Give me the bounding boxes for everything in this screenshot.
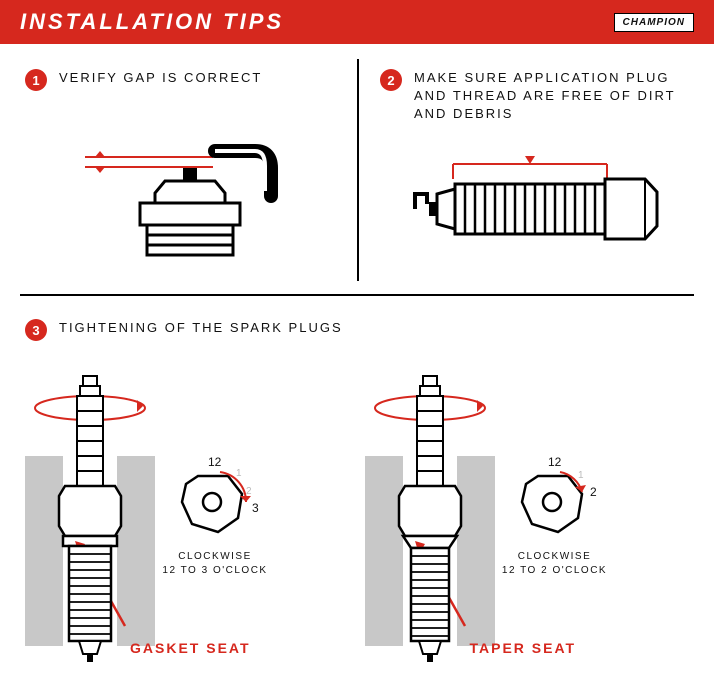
thread-illustration (380, 144, 690, 274)
divider-horizontal (20, 294, 694, 296)
divider-vertical (357, 59, 359, 281)
gasket-column: 12 1 2 3 CLOCKWISE 12 TO 3 O'CLOCK GAS (25, 366, 350, 666)
step-3: 3 TIGHTENING OF THE SPARK PLUGS (25, 319, 689, 666)
brand-badge: CHAMPION (614, 13, 694, 32)
gap-svg (65, 111, 295, 261)
taper-seat-label: TAPER SEAT (470, 640, 577, 656)
clock-3-label: 3 (252, 501, 259, 515)
clock-2-label: 2 (246, 486, 252, 497)
clock-direction: CLOCKWISE 12 TO 2 O'CLOCK (502, 550, 607, 578)
taper-column: 12 1 2 CLOCKWISE 12 TO 2 O'CLOCK TAPER S… (365, 366, 690, 666)
clock-2-label: 2 (590, 485, 597, 499)
header-title: INSTALLATION TIPS (20, 9, 284, 35)
taper-clock: 12 1 2 CLOCKWISE 12 TO 2 O'CLOCK (500, 454, 610, 578)
taper-plug-svg (365, 366, 495, 666)
step-title: VERIFY GAP IS CORRECT (59, 69, 262, 87)
taper-clock-svg: 12 1 2 (500, 454, 610, 544)
gasket-clock-svg: 12 1 2 3 (160, 454, 270, 544)
step-title: MAKE SURE APPLICATION PLUG AND THREAD AR… (414, 69, 690, 124)
clock-12-label: 12 (548, 455, 562, 469)
step-head: 3 TIGHTENING OF THE SPARK PLUGS (25, 319, 689, 341)
clock-direction: CLOCKWISE 12 TO 3 O'CLOCK (162, 550, 267, 578)
gasket-plug-svg (25, 366, 155, 666)
gap-illustration (25, 111, 335, 261)
header-bar: INSTALLATION TIPS CHAMPION (0, 0, 714, 44)
dir-line2: 12 TO 2 O'CLOCK (502, 565, 607, 576)
clock-12-label: 12 (208, 455, 222, 469)
step-head: 1 VERIFY GAP IS CORRECT (25, 69, 335, 91)
step-number-badge: 2 (380, 69, 402, 91)
thread-svg (395, 144, 675, 274)
step-head: 2 MAKE SURE APPLICATION PLUG AND THREAD … (380, 69, 690, 124)
step-2: 2 MAKE SURE APPLICATION PLUG AND THREAD … (380, 69, 690, 274)
gasket-clock: 12 1 2 3 CLOCKWISE 12 TO 3 O'CLOCK (160, 454, 270, 578)
tightening-row: 12 1 2 3 CLOCKWISE 12 TO 3 O'CLOCK GAS (25, 366, 689, 666)
dir-line1: CLOCKWISE (518, 551, 592, 562)
step-number-badge: 3 (25, 319, 47, 341)
step-title: TIGHTENING OF THE SPARK PLUGS (59, 319, 343, 337)
clock-1-label: 1 (236, 468, 242, 479)
content: 1 VERIFY GAP IS CORRECT (0, 44, 714, 700)
step-1: 1 VERIFY GAP IS CORRECT (25, 69, 335, 261)
clock-1-label: 1 (578, 470, 584, 481)
dir-line1: CLOCKWISE (178, 551, 252, 562)
dir-line2: 12 TO 3 O'CLOCK (162, 565, 267, 576)
step-number-badge: 1 (25, 69, 47, 91)
gasket-seat-label: GASKET SEAT (130, 640, 251, 656)
